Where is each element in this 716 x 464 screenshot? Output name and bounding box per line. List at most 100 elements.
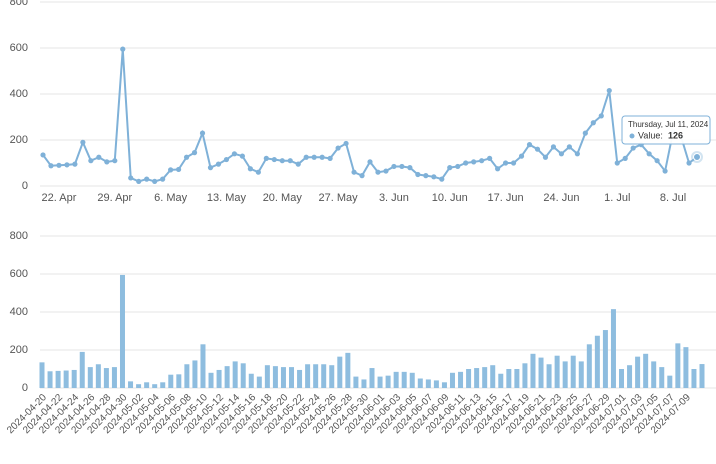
bar [433, 380, 439, 388]
point [168, 167, 174, 173]
bar [200, 344, 206, 388]
point [550, 144, 557, 150]
bar [136, 384, 142, 388]
bar [184, 364, 190, 388]
point [104, 159, 110, 165]
point [295, 161, 301, 167]
bar [538, 357, 544, 388]
point [495, 166, 501, 172]
bar [95, 364, 101, 388]
point [662, 168, 668, 174]
point [630, 145, 636, 151]
y-tick-label: 600 [10, 268, 28, 280]
point [40, 152, 46, 158]
point [534, 146, 541, 152]
y-tick-label: 400 [10, 88, 28, 100]
point [231, 151, 238, 157]
point [622, 155, 628, 161]
bar [578, 361, 584, 388]
bar [417, 378, 423, 388]
bar [458, 371, 464, 388]
bar [602, 330, 608, 388]
bar [570, 355, 576, 388]
point [526, 142, 533, 148]
point [431, 174, 437, 180]
point [574, 151, 580, 157]
bar [216, 369, 222, 388]
point [335, 145, 341, 151]
point [311, 154, 317, 160]
point [606, 87, 612, 94]
bar [675, 343, 681, 388]
x-tick-label: 6. May [154, 192, 188, 204]
point [479, 158, 485, 164]
x-tick-label: 10. Jun [432, 192, 468, 204]
y-tick-label: 600 [10, 42, 28, 54]
x-tick-label: 3. Jun [379, 192, 409, 204]
bar [345, 352, 351, 388]
bar [160, 382, 166, 388]
bar [635, 356, 641, 388]
point [303, 154, 309, 160]
bar [393, 371, 399, 388]
bar [643, 353, 649, 388]
bar [514, 369, 520, 388]
bar [627, 365, 633, 388]
bar [103, 368, 109, 388]
x-tick-label: 27. May [319, 192, 359, 204]
bar [337, 356, 343, 388]
point [112, 158, 118, 164]
point [223, 156, 230, 163]
point [598, 113, 604, 119]
bar [305, 364, 311, 388]
bar [401, 371, 407, 388]
bar [498, 373, 504, 388]
point [199, 130, 206, 136]
point [80, 139, 86, 145]
bar [39, 362, 45, 388]
point [439, 176, 445, 182]
point [391, 163, 397, 170]
point [359, 173, 365, 179]
point [447, 165, 453, 171]
bar [280, 367, 286, 388]
point [407, 165, 413, 171]
point [175, 166, 182, 173]
point [215, 161, 222, 167]
bar [111, 367, 117, 388]
point [463, 160, 469, 166]
bar [176, 374, 182, 388]
point [415, 171, 421, 178]
point [247, 166, 253, 172]
bar [329, 365, 335, 388]
bar [79, 351, 85, 388]
point [144, 176, 150, 182]
point [207, 165, 214, 171]
bar [651, 361, 657, 388]
bar [667, 375, 673, 388]
bar [522, 363, 528, 388]
bar [128, 381, 134, 388]
bar [297, 369, 303, 388]
bar [619, 369, 625, 388]
point [271, 156, 277, 163]
bar [409, 372, 415, 388]
bar [610, 309, 616, 388]
hover-point [693, 153, 701, 162]
x-tick-label: 20. May [263, 192, 303, 204]
bar [546, 364, 552, 388]
bar [691, 369, 697, 388]
bar [119, 274, 125, 388]
point [160, 176, 166, 182]
bar [466, 369, 472, 388]
point [351, 169, 357, 175]
point [191, 150, 198, 156]
point [654, 158, 660, 164]
point [614, 160, 620, 166]
bar [208, 372, 214, 388]
bar [377, 376, 383, 388]
bar [562, 361, 568, 388]
point [518, 153, 525, 159]
